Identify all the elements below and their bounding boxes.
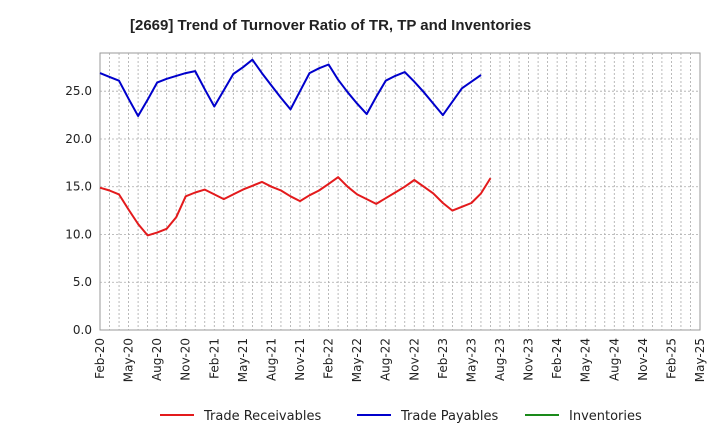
x-tick-label: Feb-25 xyxy=(664,338,678,379)
x-tick-label: Aug-24 xyxy=(607,338,621,381)
x-tick-label: Feb-22 xyxy=(322,338,336,379)
y-tick-label: 5.0 xyxy=(73,275,92,289)
legend: Trade Receivables Trade Payables Inventori… xyxy=(160,409,642,424)
x-tick-label: Feb-21 xyxy=(207,338,221,379)
legend-label-inventories: Inventories xyxy=(569,409,642,424)
legend-label-trade-receivables: Trade Receivables xyxy=(203,409,321,424)
x-tick-label: Nov-20 xyxy=(179,338,193,381)
chart-title: [2669] Trend of Turnover Ratio of TR, TP… xyxy=(130,17,531,34)
y-tick-label: 25.0 xyxy=(65,84,92,98)
x-tick-label: May-23 xyxy=(464,338,478,382)
x-tick-label: May-20 xyxy=(122,338,136,382)
plot-frame xyxy=(99,52,701,331)
x-tick-label: Aug-21 xyxy=(264,338,278,381)
x-tick-label: Nov-21 xyxy=(293,338,307,381)
x-tick-label: Aug-23 xyxy=(493,338,507,381)
x-tick-label: Nov-23 xyxy=(522,338,536,381)
x-tick-label: Nov-22 xyxy=(407,338,421,381)
x-tick-label: Nov-24 xyxy=(636,338,650,381)
trade-payables-line xyxy=(99,58,482,117)
plot-area: 0.0 5.0 10.0 15.0 20.0 25.0 Feb-20 May-20 Aug-20… xyxy=(65,52,707,382)
x-tick-label: May-25 xyxy=(693,338,707,382)
x-tick-label: May-22 xyxy=(350,338,364,382)
y-tick-label: 15.0 xyxy=(65,180,92,194)
y-tick-label: 0.0 xyxy=(73,323,92,337)
x-tick-label: May-24 xyxy=(579,338,593,382)
x-tick-label: Feb-24 xyxy=(550,338,564,379)
x-tick-label: May-21 xyxy=(236,338,250,382)
legend-label-trade-payables: Trade Payables xyxy=(400,409,498,424)
x-tick-label: Aug-20 xyxy=(150,338,164,381)
y-tick-label: 20.0 xyxy=(65,132,92,146)
x-tick-label: Feb-20 xyxy=(93,338,107,379)
trade-receivables-line xyxy=(99,176,492,237)
y-tick-label: 10.0 xyxy=(65,227,92,241)
x-tick-label: Aug-22 xyxy=(379,338,393,381)
x-tick-label: Feb-23 xyxy=(436,338,450,379)
